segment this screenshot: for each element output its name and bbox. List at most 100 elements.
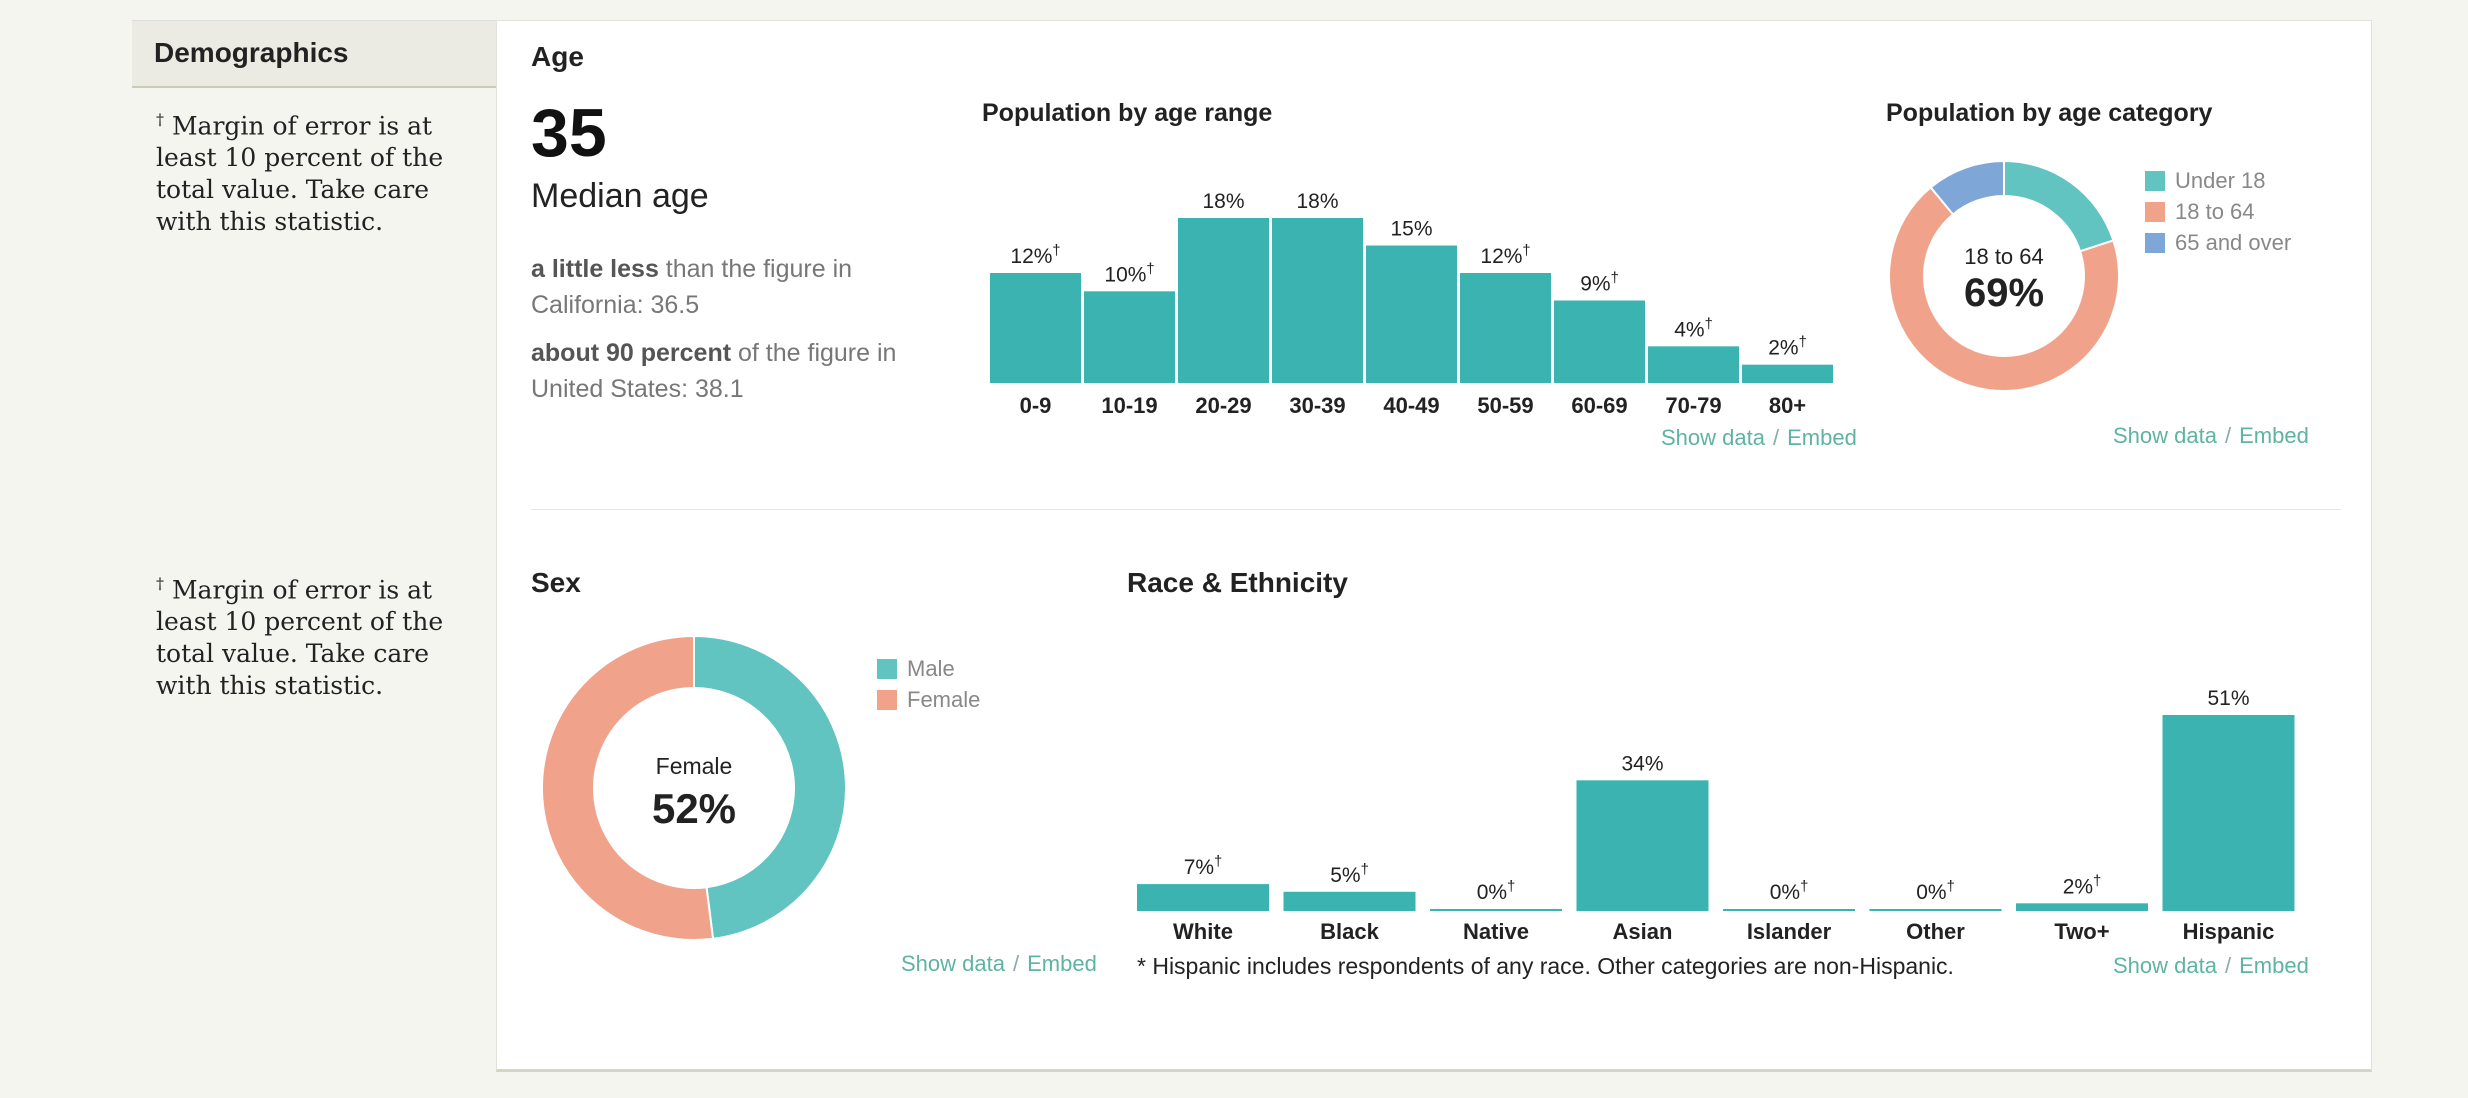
bar-value-label: 18% xyxy=(1296,190,1338,213)
link-separator: / xyxy=(1012,951,1020,976)
bar-islander xyxy=(1723,909,1855,911)
bar-black xyxy=(1283,891,1416,911)
age-section-title: Age xyxy=(531,41,584,72)
race-section-title: Race & Ethnicity xyxy=(1127,567,1348,598)
bar-60-69 xyxy=(1554,300,1645,383)
section-divider xyxy=(531,509,2341,510)
category-label: Hispanic xyxy=(2183,919,2275,944)
comparison-text: of the figure in United States: 38.1 xyxy=(531,339,897,403)
age-range-links: Show data / Embed xyxy=(1661,425,1857,451)
legend-label: Female xyxy=(907,686,981,712)
sex-legend: Male Female xyxy=(877,653,980,715)
age-category-legend: Under 18 18 to 64 65 and over xyxy=(2145,165,2291,258)
bar-30-39 xyxy=(1272,218,1363,383)
bar-40-49 xyxy=(1366,245,1457,383)
bar-value-label: 15% xyxy=(1390,218,1432,241)
show-data-link[interactable]: Show data xyxy=(2113,423,2217,448)
bar-other xyxy=(1869,909,2002,911)
age-category-links: Show data / Embed xyxy=(2113,423,2309,449)
category-label: Native xyxy=(1463,919,1529,944)
donut-center-label: Female xyxy=(656,753,733,779)
bar-asian xyxy=(1576,780,1709,911)
link-separator: / xyxy=(1772,425,1780,450)
bar-value-label: 4%† xyxy=(1674,316,1713,341)
sidebar-title: Demographics xyxy=(132,20,496,88)
bar-native xyxy=(1430,909,1562,911)
legend-label: Male xyxy=(907,655,955,681)
category-label: 70-79 xyxy=(1665,393,1721,418)
embed-link[interactable]: Embed xyxy=(2239,953,2309,978)
bar-50-59 xyxy=(1460,273,1551,383)
embed-link[interactable]: Embed xyxy=(2239,423,2309,448)
bar-20-29 xyxy=(1178,218,1269,383)
margin-of-error-note: † Margin of error is at least 10 percent… xyxy=(156,104,486,238)
comparison-emphasis: about 90 percent xyxy=(531,339,732,367)
embed-link[interactable]: Embed xyxy=(1787,425,1857,450)
sex-links: Show data / Embed xyxy=(901,951,1097,977)
legend-swatch xyxy=(2145,201,2165,222)
category-label: Other xyxy=(1906,919,1965,944)
embed-link[interactable]: Embed xyxy=(1027,951,1097,976)
note-text: Margin of error is at least 10 percent o… xyxy=(156,575,444,701)
bar-white xyxy=(1137,884,1269,911)
bar-value-label: 34% xyxy=(1621,752,1663,775)
dagger-mark: † xyxy=(156,574,164,593)
sex-donut-chart: Female 52% xyxy=(541,635,847,941)
category-label: 80+ xyxy=(1769,393,1806,418)
category-label: Black xyxy=(1320,919,1379,944)
sex-section-title: Sex xyxy=(531,567,581,598)
margin-of-error-note: † Margin of error is at least 10 percent… xyxy=(156,568,486,702)
bar-value-label: 2%† xyxy=(1768,335,1807,360)
show-data-link[interactable]: Show data xyxy=(1661,425,1765,450)
bar-value-label: 9%† xyxy=(1580,271,1619,296)
bar-value-label: 18% xyxy=(1202,190,1244,213)
legend-swatch xyxy=(2145,232,2165,253)
bar-value-label: 5%† xyxy=(1330,862,1369,887)
bar-value-label: 12%† xyxy=(1010,243,1060,268)
category-label: 40-49 xyxy=(1383,393,1439,418)
bar-value-label: 51% xyxy=(2207,687,2249,710)
legend-swatch xyxy=(2145,170,2165,191)
slice-18-to-64 xyxy=(1888,185,2120,392)
legend-label: 18 to 64 xyxy=(2175,198,2255,224)
category-label: Two+ xyxy=(2054,919,2109,944)
category-label: Islander xyxy=(1747,919,1832,944)
bar-value-label: 12%† xyxy=(1480,243,1530,268)
bar-value-label: 0%† xyxy=(1477,879,1516,904)
slice-male xyxy=(693,635,847,940)
bar-hispanic xyxy=(2162,715,2295,911)
median-age-label: Median age xyxy=(531,177,709,215)
race-bar-chart: 7%† White 5%† Black 0%† Native 34% Asian 0%† Isla… xyxy=(1137,687,2295,944)
bar-0-9 xyxy=(990,273,1081,383)
bar-value-label: 7%† xyxy=(1184,854,1223,879)
donut-center-value: 52% xyxy=(652,785,736,832)
legend-label: Under 18 xyxy=(2175,167,2266,193)
link-separator: / xyxy=(2224,953,2232,978)
bar-value-label: 10%† xyxy=(1104,261,1154,286)
category-label: 50-59 xyxy=(1477,393,1533,418)
category-label: Asian xyxy=(1613,919,1673,944)
bar-value-label: 0%† xyxy=(1916,879,1955,904)
median-age-value: 35 xyxy=(531,95,607,171)
legend-item: Under 18 xyxy=(2145,165,2291,196)
legend-item: Female xyxy=(877,684,980,715)
slice-female xyxy=(541,635,715,941)
note-text: Margin of error is at least 10 percent o… xyxy=(156,111,444,237)
bar-70-79 xyxy=(1648,346,1739,383)
link-separator: / xyxy=(2224,423,2232,448)
demographics-panel: Age 35 Median age a little less than the… xyxy=(496,20,2372,1072)
category-label: 0-9 xyxy=(1020,393,1052,418)
race-links: Show data / Embed xyxy=(2113,953,2309,979)
category-label: White xyxy=(1173,919,1233,944)
slice-65-and-over xyxy=(1929,159,2005,216)
legend-item: 65 and over xyxy=(2145,227,2291,258)
comparison-text: than the figure in California: 36.5 xyxy=(531,255,853,319)
bar-two xyxy=(2016,903,2148,911)
bar-10-19 xyxy=(1084,291,1175,383)
show-data-link[interactable]: Show data xyxy=(2113,953,2217,978)
legend-swatch xyxy=(877,658,897,679)
show-data-link[interactable]: Show data xyxy=(901,951,1005,976)
legend-swatch xyxy=(877,689,897,710)
age-category-chart-title: Population by age category xyxy=(1886,99,2213,127)
